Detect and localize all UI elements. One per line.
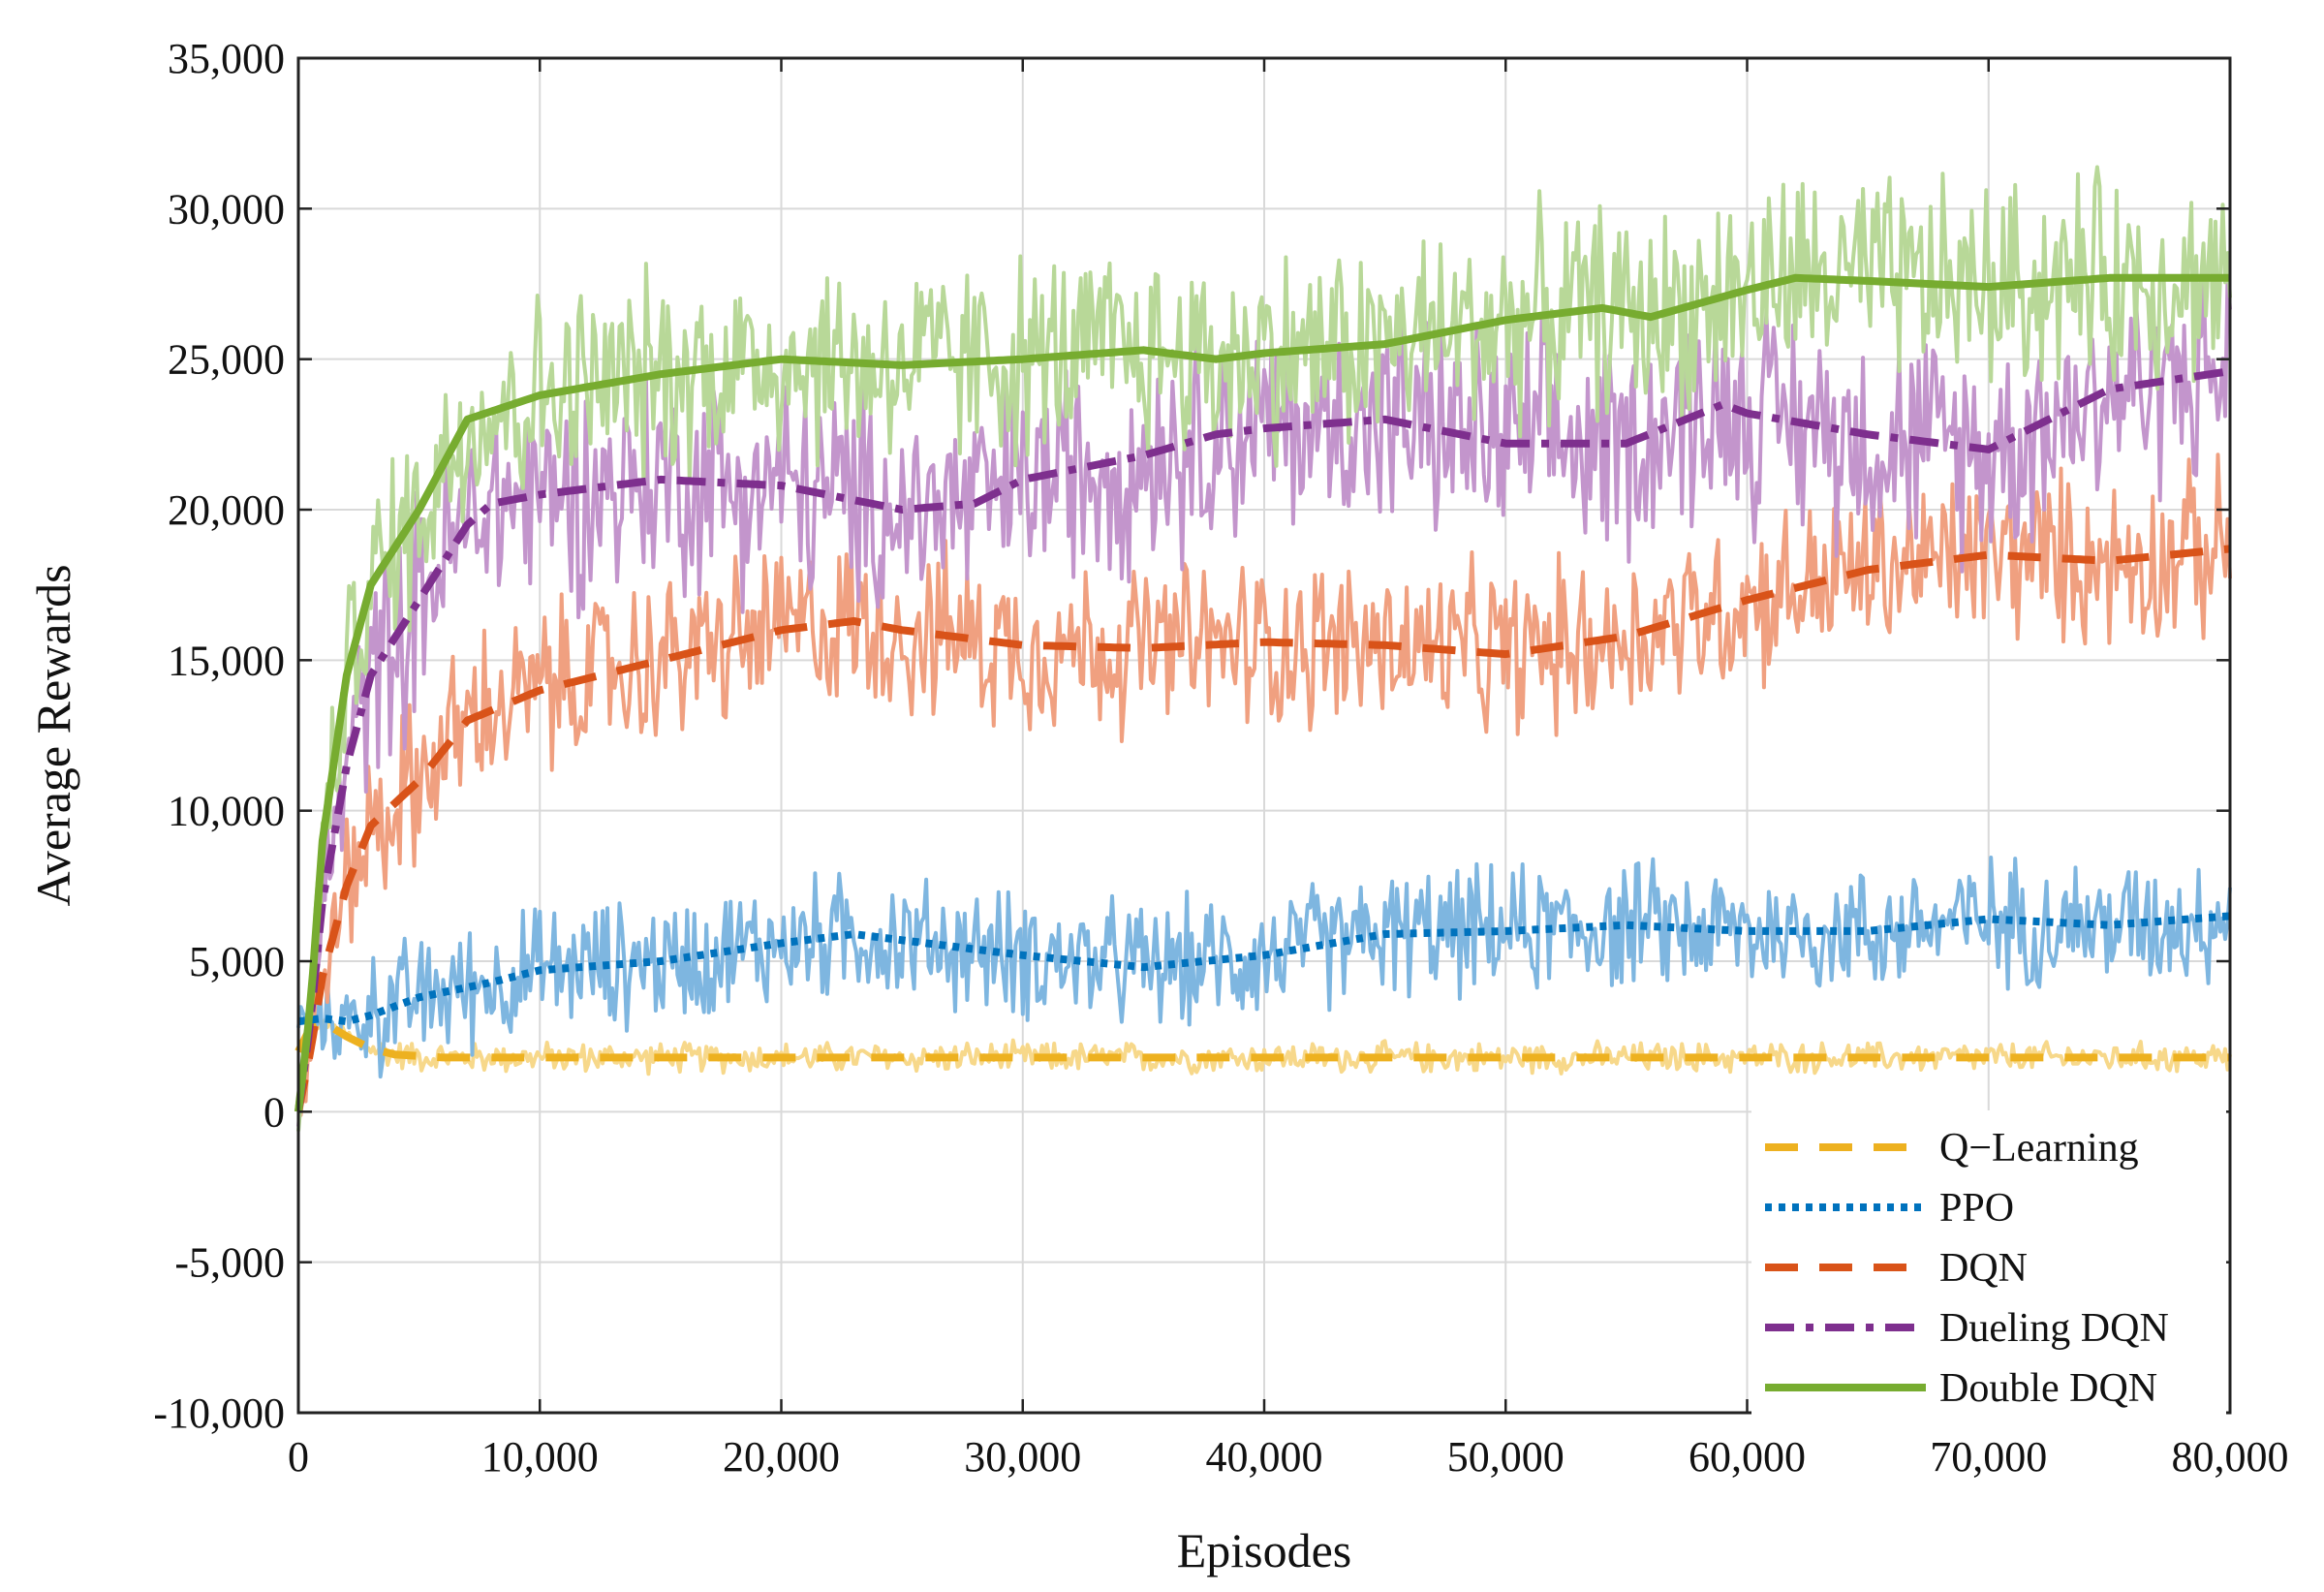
legend-label: DQN [1939, 1246, 2028, 1291]
legend-label: PPO [1939, 1186, 2014, 1231]
y-tick-label: 15,000 [168, 637, 285, 684]
x-tick-label: 30,000 [964, 1433, 1081, 1481]
y-tick-label: 10,000 [168, 788, 285, 835]
series-line-dqn [294, 545, 2231, 1113]
series-line-ppo [297, 912, 2231, 1026]
raw-series-double-dqn [296, 165, 2232, 1132]
x-tick-label: 20,000 [723, 1433, 840, 1481]
x-tick-label: 50,000 [1447, 1433, 1565, 1481]
x-tick-label: 10,000 [481, 1433, 599, 1481]
y-tick-label: 20,000 [168, 486, 285, 534]
y-tick-label: 25,000 [168, 336, 285, 384]
x-axis-tick-labels: 0 10,000 20,000 30,000 40,000 50,000 60,000 70,… [288, 1433, 2289, 1481]
series-line-double-dqn [294, 273, 2230, 1112]
y-tick-label: 5,000 [189, 938, 285, 985]
y-tick-label: -5,000 [174, 1239, 285, 1287]
y-tick-label: 35,000 [168, 35, 285, 82]
x-tick-label: 70,000 [1930, 1433, 2047, 1481]
x-tick-label: 60,000 [1689, 1433, 1806, 1481]
y-axis-title: Average Rewards [26, 564, 80, 906]
x-axis-title: Episodes [1177, 1523, 1352, 1577]
legend-label: Q−Learning [1939, 1126, 2139, 1171]
series-line-dueling-dqn [294, 367, 2231, 1112]
raw-series-dueling-dqn [296, 263, 2232, 1127]
legend-label: Double DQN [1939, 1366, 2157, 1411]
x-tick-label: 40,000 [1206, 1433, 1323, 1481]
y-axis-tick-labels: 35,000 30,000 25,000 20,000 15,000 10,000 5,00… [153, 35, 285, 1437]
y-tick-label: 30,000 [168, 185, 285, 233]
y-tick-label: -10,000 [153, 1389, 285, 1437]
x-tick-label: 80,000 [2172, 1433, 2289, 1481]
legend-label: Dueling DQN [1939, 1306, 2169, 1351]
y-tick-label: 0 [263, 1088, 285, 1136]
smoothed-series-layer [294, 273, 2231, 1113]
x-tick-label: 0 [288, 1433, 309, 1481]
axis-ticks [296, 56, 2232, 1415]
legend: Q−Learning PPO DQN Dueling DQN Double DQN [1751, 1110, 2226, 1426]
series-line-q-learning [294, 1017, 2230, 1062]
